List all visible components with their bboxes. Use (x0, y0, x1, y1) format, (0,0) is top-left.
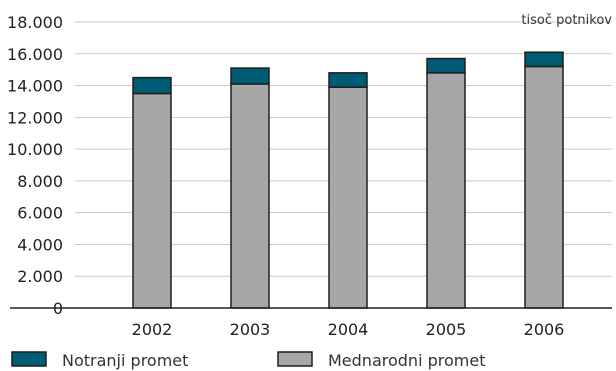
bar-segment-notranji-2005 (426, 57, 466, 74)
y-tick-label: 14.000 (7, 77, 63, 96)
y-tick-label: 4.000 (17, 235, 63, 254)
y-tick-label: 18.000 (7, 13, 63, 32)
unit-label: tisoč potnikov (521, 13, 612, 28)
bars (132, 51, 564, 309)
x-tick-label: 2004 (328, 320, 369, 339)
y-tick-label: 10.000 (7, 140, 63, 159)
legend: Notranji promet Mednarodni promet (11, 351, 485, 370)
legend-label: Mednarodni promet (328, 351, 485, 370)
x-axis-tick-labels: 2002 2003 2004 2005 2006 (132, 320, 565, 339)
x-tick-label: 2006 (524, 320, 565, 339)
legend-label: Notranji promet (62, 351, 188, 370)
legend-swatch (277, 351, 313, 367)
legend-swatch (11, 351, 47, 367)
y-axis-tick-labels: 02.0004.0006.0008.00010.00012.00014.0001… (7, 13, 63, 318)
y-tick-label: 6.000 (17, 204, 63, 223)
bar-segment-notranji-2003 (230, 67, 270, 85)
bar-segment-mednarodni-2006 (524, 65, 564, 309)
x-tick-label: 2002 (132, 320, 173, 339)
bar-segment-notranji-2006 (524, 51, 564, 68)
y-tick-label: 16.000 (7, 45, 63, 64)
bar-segment-mednarodni-2005 (426, 72, 466, 309)
y-tick-label: 12.000 (7, 108, 63, 127)
y-tick-label: 8.000 (17, 172, 63, 191)
x-tick-label: 2005 (426, 320, 467, 339)
bar-segment-mednarodni-2004 (328, 86, 368, 309)
bar-segment-notranji-2004 (328, 72, 368, 88)
bar-segment-mednarodni-2002 (132, 92, 172, 309)
bar-segment-notranji-2002 (132, 76, 172, 95)
y-tick-label: 2.000 (17, 267, 63, 286)
x-tick-label: 2003 (230, 320, 271, 339)
bar-segment-mednarodni-2003 (230, 83, 270, 309)
